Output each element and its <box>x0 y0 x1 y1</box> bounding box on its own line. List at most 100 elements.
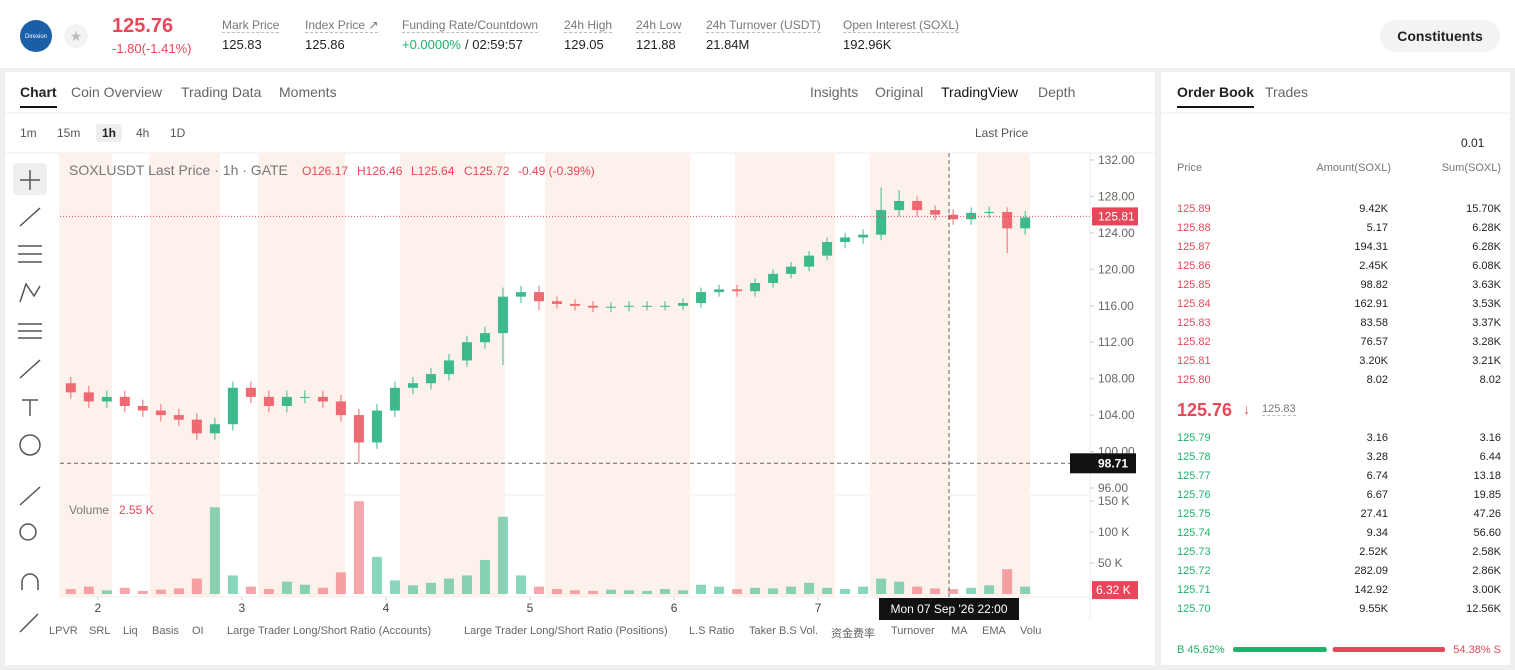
volume-bar <box>443 578 454 594</box>
indicator[interactable]: SRL <box>89 625 111 637</box>
indicator[interactable]: Basis <box>152 625 179 637</box>
favorite-star[interactable] <box>64 24 88 48</box>
candle-body <box>984 211 995 213</box>
view-tab[interactable]: Original <box>875 84 924 100</box>
candle-body <box>588 305 599 308</box>
ob-amount: 5.17 <box>1366 222 1388 234</box>
crosshair-time-box <box>879 598 1020 620</box>
candle-body <box>768 273 779 284</box>
view-tab[interactable]: Depth <box>1038 84 1076 100</box>
price-source[interactable]: Last Price <box>975 126 1029 140</box>
volume-bar <box>696 584 707 594</box>
ob-amount: 162.91 <box>1354 298 1388 310</box>
indicator[interactable]: Turnover <box>891 625 935 637</box>
volume-bar <box>930 588 941 594</box>
candle-body <box>353 415 364 443</box>
indicator[interactable]: OI <box>192 625 204 637</box>
star-icon: ★ <box>70 28 83 44</box>
indicator[interactable]: Large Trader Long/Short Ratio (Positions… <box>464 625 668 637</box>
tab[interactable]: Coin Overview <box>71 84 163 100</box>
indicator[interactable]: L.S Ratio <box>689 625 735 637</box>
x-tick-label: 3 <box>239 601 246 615</box>
ob-amount: 6.67 <box>1366 489 1388 501</box>
x-tick-label: 2 <box>94 601 101 615</box>
indicator[interactable]: 资金费率 <box>831 628 875 640</box>
ob-amount: 2.52K <box>1359 546 1388 558</box>
volume-bar <box>786 586 797 594</box>
ob-amount: 3.16 <box>1366 432 1388 444</box>
volume-bar <box>335 572 346 594</box>
ob-price: 125.83 <box>1177 317 1211 329</box>
legend-ohlc: -0.49 (-0.39%) <box>518 164 595 178</box>
volume-bar <box>371 556 382 594</box>
logo <box>20 20 52 52</box>
volume-bar <box>1020 586 1031 594</box>
crosshair-time-label: Mon 07 Sep '26 22:00 <box>890 602 1007 616</box>
indicator[interactable]: Large Trader Long/Short Ratio (Accounts) <box>227 625 432 637</box>
indicator[interactable]: EMA <box>982 625 1006 637</box>
ob-sum: 2.58K <box>1472 546 1501 558</box>
candle-body <box>245 387 256 397</box>
tab[interactable]: Moments <box>279 84 337 100</box>
y-tick-label: 120.00 <box>1098 262 1135 276</box>
ob-amount: 282.09 <box>1354 565 1388 577</box>
tab[interactable]: Trading Data <box>181 84 262 100</box>
interval[interactable]: 4h <box>136 126 150 140</box>
y-tick-label: 96.00 <box>1098 481 1128 495</box>
interval[interactable]: 15m <box>57 126 81 140</box>
volume-bar <box>245 586 256 594</box>
volume-tick-label: 50 K <box>1098 556 1123 570</box>
candle-body <box>642 305 653 307</box>
volume-bar <box>840 589 851 594</box>
candle-body <box>551 301 562 304</box>
ob-price: 125.75 <box>1177 508 1211 520</box>
interval[interactable]: 1D <box>170 126 186 140</box>
col-header: Sum(SOXL) <box>1441 162 1501 174</box>
view-tab[interactable]: TradingView <box>941 84 1019 100</box>
price-change: -1.80(-1.41%) <box>112 41 192 56</box>
indicator[interactable]: LPVR <box>49 625 78 637</box>
ob-price: 125.81 <box>1177 355 1211 367</box>
sell-ratio: 54.38% S <box>1453 644 1501 656</box>
indicator[interactable]: Volu <box>1020 625 1042 637</box>
session-band <box>258 153 345 597</box>
col-header: Amount(SOXL) <box>1316 162 1391 174</box>
interval[interactable]: 1m <box>20 126 37 140</box>
volume-bar <box>155 589 166 594</box>
ob-tab[interactable]: Trades <box>1265 84 1309 100</box>
candle-body <box>317 396 328 402</box>
indicator[interactable]: MA <box>951 625 968 637</box>
ob-price: 125.73 <box>1177 546 1211 558</box>
ob-amount: 3.20K <box>1359 355 1388 367</box>
ob-sum: 3.00K <box>1472 584 1501 596</box>
volume-bar <box>137 590 148 594</box>
volume-bar <box>83 586 94 594</box>
candle-body <box>876 210 887 235</box>
legend-title: SOXLUSDT Last Price · 1h · GATE <box>69 162 288 178</box>
volume-bar <box>353 501 364 594</box>
drawing-tools[interactable] <box>13 163 47 633</box>
precision[interactable]: 0.01 <box>1461 136 1485 150</box>
x-tick-label: 6 <box>671 601 678 615</box>
volume-bar <box>624 590 635 594</box>
price: 125.76 <box>112 15 174 37</box>
indicator[interactable]: Taker B.S Vol. <box>749 625 819 637</box>
volume-bar <box>642 590 653 594</box>
ob-tab[interactable]: Order Book <box>1177 84 1255 108</box>
crosshair-price-box <box>1070 453 1136 474</box>
interval[interactable]: 1h <box>96 124 123 142</box>
ob-sum: 6.44 <box>1479 451 1501 463</box>
stat-label: Open Interest (SOXL) <box>843 18 960 33</box>
ob-price: 125.80 <box>1177 374 1211 386</box>
last-price-label: 125.81 <box>1098 209 1135 223</box>
constituents-button[interactable]: Constituents <box>1380 20 1500 52</box>
crosshair-price-label: 98.71 <box>1098 456 1128 470</box>
legend-ohlc: L125.64 <box>411 164 455 178</box>
tab[interactable]: Chart <box>20 84 57 108</box>
indicator[interactable]: Liq <box>123 625 138 637</box>
view-tab[interactable]: Insights <box>810 84 859 100</box>
ob-amount: 6.74 <box>1366 470 1388 482</box>
candle-body <box>65 383 76 393</box>
volume-last-box <box>1092 581 1138 600</box>
ob-sum: 3.21K <box>1472 355 1501 367</box>
